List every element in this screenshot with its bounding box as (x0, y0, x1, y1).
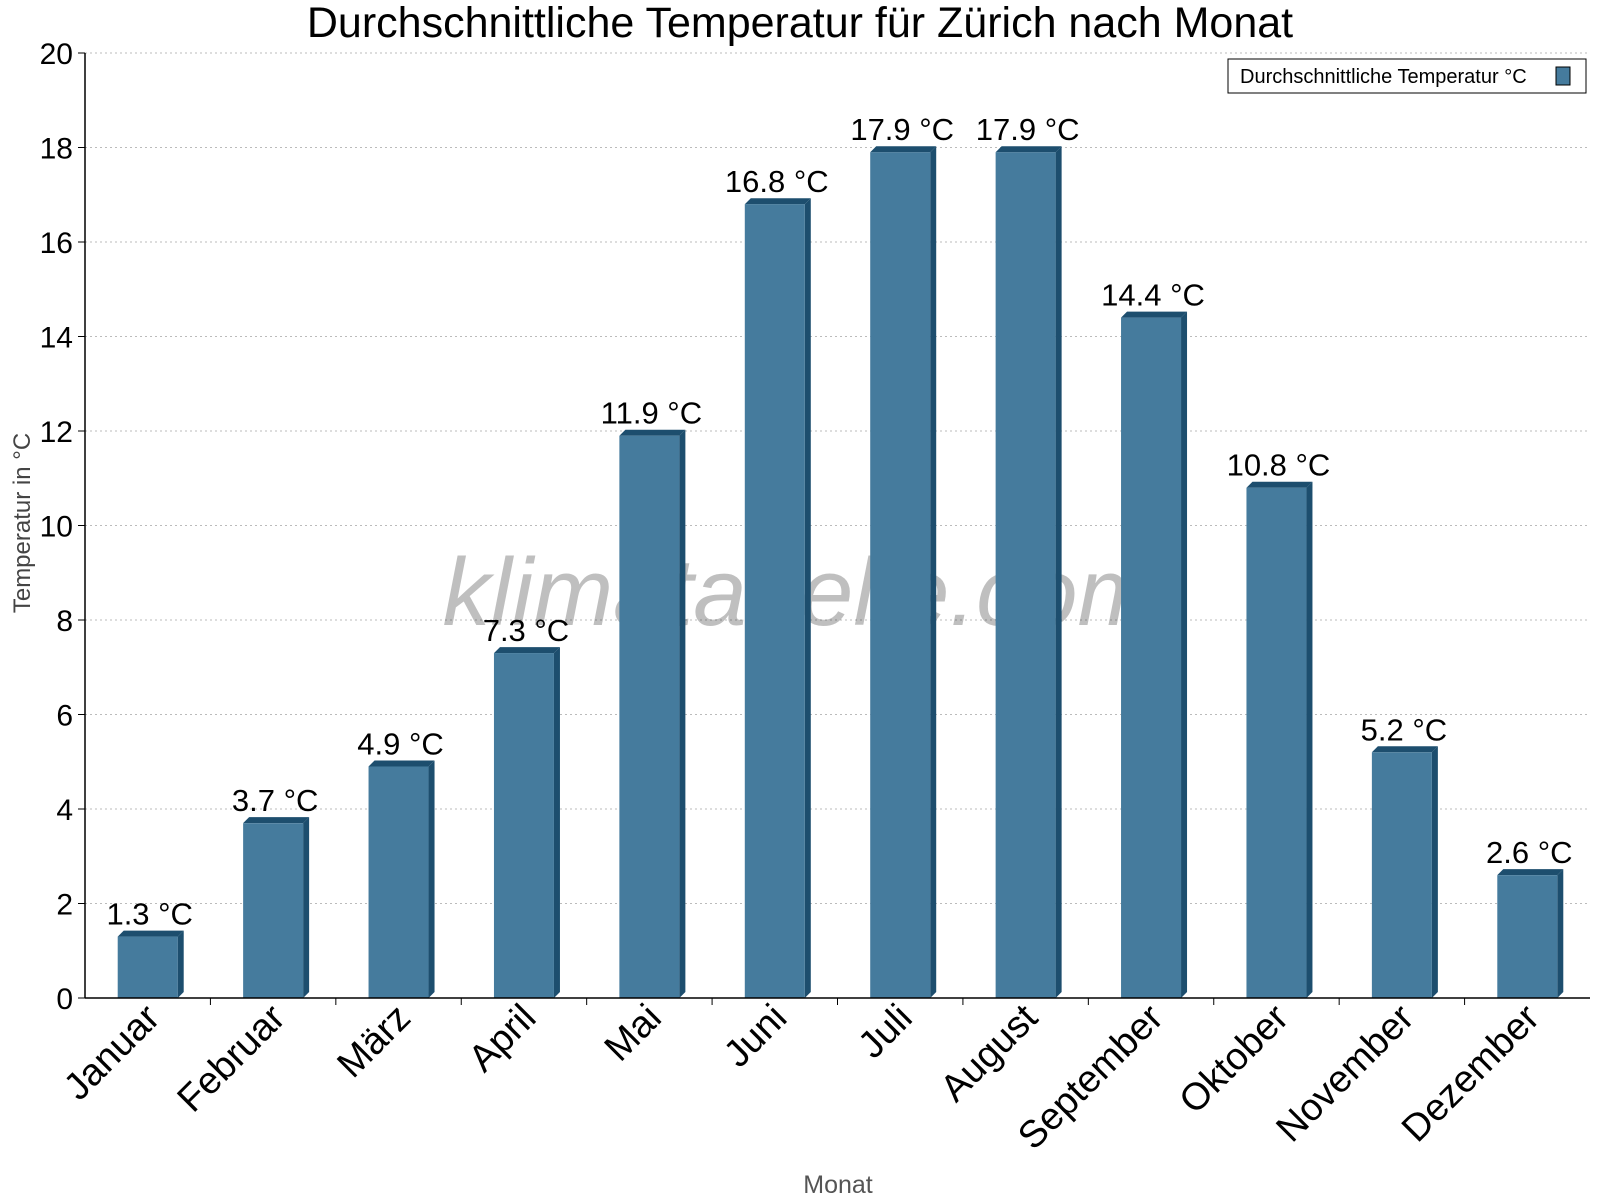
bar-front (117, 936, 178, 998)
y-tick-label: 10 (40, 511, 73, 544)
y-tick-label: 20 (40, 38, 73, 71)
bar-side (177, 930, 184, 998)
bar-side (553, 647, 560, 998)
bar (870, 146, 937, 999)
bar-top (117, 930, 184, 937)
bar-front (870, 152, 931, 999)
bar (1121, 311, 1188, 999)
y-tick-label: 0 (56, 983, 73, 1016)
chart-title: Durchschnittliche Temperatur für Zürich … (307, 0, 1293, 47)
bar-side (428, 760, 435, 998)
bar-side (303, 817, 310, 998)
bar-side (1431, 746, 1438, 998)
bar (117, 930, 184, 998)
bar-value-label: 10.8 °C (1227, 448, 1331, 483)
bar-top (243, 817, 310, 824)
bar-front (619, 435, 680, 999)
bar-top (619, 429, 686, 436)
bar (619, 429, 686, 999)
bar-top (493, 647, 560, 654)
bar-value-label: 17.9 °C (976, 112, 1080, 147)
bar (1246, 481, 1313, 998)
x-tick-label: Dezember (1394, 996, 1548, 1150)
bar (1371, 746, 1438, 998)
y-axis-label: Temperatur in °C (9, 433, 36, 613)
grid (85, 52, 1590, 904)
bar-value-label: 1.3 °C (106, 897, 193, 932)
bar-value-label: 5.2 °C (1361, 712, 1448, 747)
bar-top (744, 198, 811, 205)
bar-front (243, 823, 304, 998)
x-tick-label: Oktober (1172, 996, 1298, 1122)
bar-front (1497, 875, 1558, 998)
bar-value-label: 16.8 °C (725, 164, 829, 199)
bar-top (368, 760, 435, 767)
legend-box (1227, 58, 1587, 94)
bar-value-label: 17.9 °C (850, 112, 954, 147)
bars (117, 146, 1564, 999)
bar-value-label: 7.3 °C (483, 613, 570, 648)
y-tick-label: 14 (40, 322, 73, 355)
bar-top (1246, 481, 1313, 488)
bar-value-label: 3.7 °C (232, 783, 319, 818)
bar (243, 817, 310, 998)
x-tick-label: Januar (56, 996, 168, 1108)
x-tick-label: Juli (851, 997, 921, 1067)
bar-side (1306, 481, 1313, 998)
bar-front (493, 653, 554, 998)
bar (744, 198, 811, 998)
x-tick-label: April (461, 997, 544, 1080)
bar-front (744, 204, 805, 998)
y-tick-label: 4 (56, 794, 73, 827)
bar-value-label: 2.6 °C (1486, 835, 1573, 870)
bar-side (804, 198, 811, 998)
value-labels: 1.3 °C 3.7 °C 4.9 °C 7.3 °C 11.9 °C 16.8 °C 17… (106, 112, 1572, 931)
legend: Durchschnittliche Temperatur °C (1227, 58, 1587, 94)
bar-value-label: 4.9 °C (357, 726, 444, 761)
bar (368, 760, 435, 998)
bar-top (1371, 746, 1438, 753)
x-tick-label: Februar (170, 996, 294, 1120)
y-tick-label: 18 (40, 133, 73, 166)
bar-value-label: 14.4 °C (1101, 278, 1205, 313)
x-ticks: Januar Februar März April Mai Juni Juli AugustS… (56, 996, 1548, 1157)
y-ticks: 0 2 4 6 8 10 12 14 16 18 20 (40, 38, 85, 1016)
legend-label: Durchschnittliche Temperatur °C (1240, 66, 1527, 88)
bar-front (1246, 487, 1307, 998)
x-tick-label: Mai (597, 997, 670, 1070)
y-tick-label: 16 (40, 227, 73, 260)
bar-front (1121, 317, 1182, 999)
bar-side (1557, 869, 1564, 998)
bar-top (870, 146, 937, 153)
bar-value-label: 11.9 °C (601, 396, 702, 431)
legend-swatch (1555, 66, 1571, 86)
bar-side (1055, 146, 1062, 999)
bar-front (368, 766, 429, 998)
x-axis-label: Monat (803, 1171, 873, 1199)
bar-top (995, 146, 1062, 153)
bar (493, 647, 560, 998)
x-tick-label: Juni (716, 997, 795, 1076)
y-tick-label: 6 (56, 700, 73, 733)
x-tick-label: März (329, 997, 418, 1086)
bar (995, 146, 1062, 999)
bar-side (1181, 311, 1188, 999)
bar-top (1497, 869, 1564, 876)
y-tick-label: 8 (56, 605, 73, 638)
x-tick-label: August (933, 996, 1047, 1110)
bar-front (1371, 752, 1432, 998)
bar-side (930, 146, 937, 999)
bar-top (1121, 311, 1188, 318)
bar-side (679, 429, 686, 999)
bar-front (995, 152, 1056, 999)
y-tick-label: 12 (40, 416, 73, 449)
bar (1497, 869, 1564, 998)
y-tick-label: 2 (56, 889, 73, 922)
